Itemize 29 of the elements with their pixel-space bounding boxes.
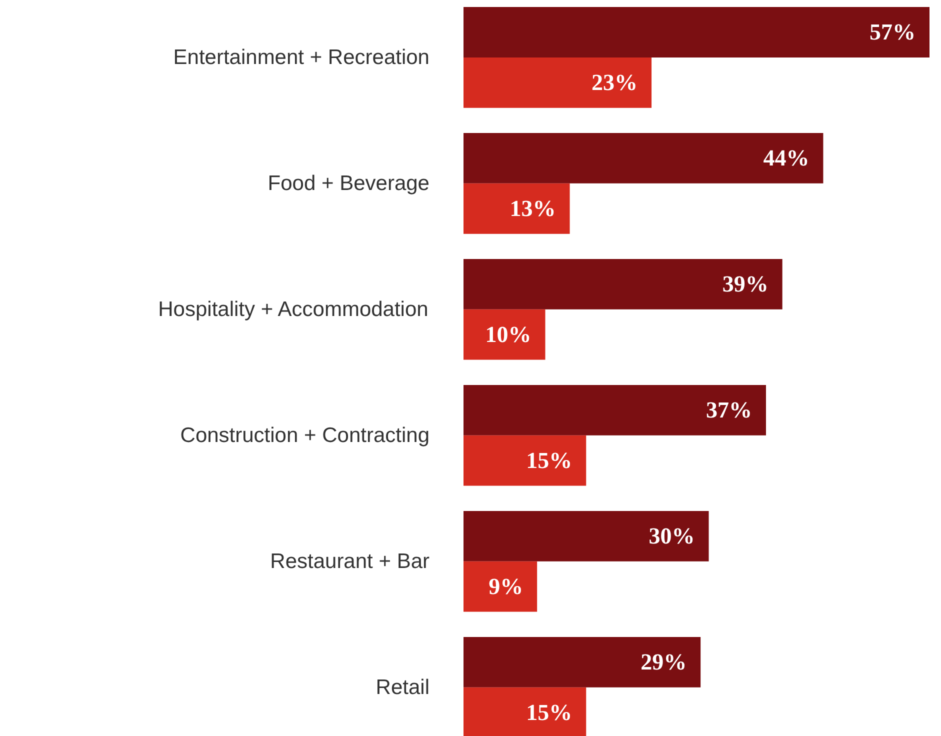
data-label: 39% <box>722 272 768 297</box>
data-label: 10% <box>485 322 532 348</box>
data-label: 9% <box>488 574 524 600</box>
bar <box>464 57 652 108</box>
y-tick-label: Food + Beverage <box>268 172 430 195</box>
bar <box>464 636 701 688</box>
bar <box>464 183 570 234</box>
bar <box>464 309 546 360</box>
bar <box>464 259 782 310</box>
data-label: 30% <box>648 524 695 549</box>
bar <box>464 510 709 562</box>
data-label: 57% <box>870 20 916 45</box>
bar <box>464 435 586 486</box>
bar <box>464 385 766 436</box>
y-tick-label: Hospitality + Accommodation <box>158 298 428 321</box>
bar <box>464 133 824 184</box>
y-tick-label: Construction + Contracting <box>180 424 430 447</box>
data-label: 44% <box>763 146 810 171</box>
y-tick-label: Entertainment + Recreation <box>173 46 430 69</box>
data-label: 15% <box>526 700 572 726</box>
data-label: 15% <box>526 448 572 474</box>
y-tick-label: Retail <box>376 676 430 699</box>
data-label: 13% <box>510 196 556 222</box>
data-label: 37% <box>706 398 752 423</box>
y-tick-label: Restaurant + Bar <box>270 550 430 573</box>
data-label: 29% <box>640 650 687 675</box>
bar <box>464 561 538 612</box>
bar <box>464 7 930 58</box>
data-label: 23% <box>592 70 638 96</box>
